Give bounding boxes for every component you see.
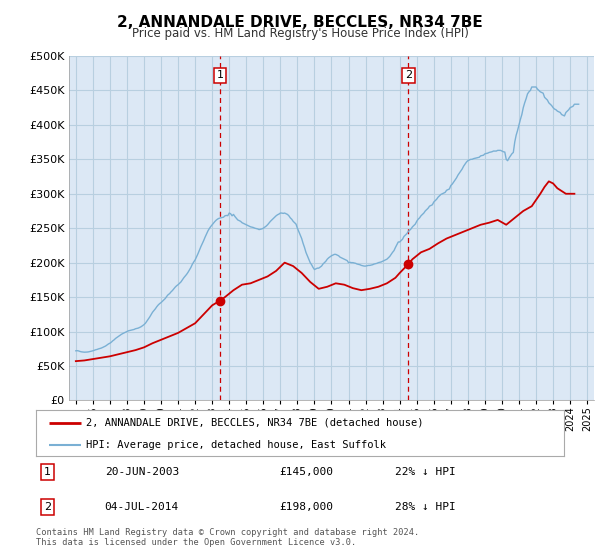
Text: £145,000: £145,000 — [279, 467, 333, 477]
Text: 22% ↓ HPI: 22% ↓ HPI — [395, 467, 456, 477]
Text: £198,000: £198,000 — [279, 502, 333, 512]
Text: HPI: Average price, detached house, East Suffolk: HPI: Average price, detached house, East… — [86, 440, 386, 450]
Text: 1: 1 — [217, 71, 224, 80]
Text: Price paid vs. HM Land Registry's House Price Index (HPI): Price paid vs. HM Land Registry's House … — [131, 27, 469, 40]
Text: 2: 2 — [44, 502, 51, 512]
Text: 2, ANNANDALE DRIVE, BECCLES, NR34 7BE: 2, ANNANDALE DRIVE, BECCLES, NR34 7BE — [117, 15, 483, 30]
Text: 20-JUN-2003: 20-JUN-2003 — [104, 467, 179, 477]
Text: 04-JUL-2014: 04-JUL-2014 — [104, 502, 179, 512]
Text: 2, ANNANDALE DRIVE, BECCLES, NR34 7BE (detached house): 2, ANNANDALE DRIVE, BECCLES, NR34 7BE (d… — [86, 418, 424, 428]
Text: 28% ↓ HPI: 28% ↓ HPI — [395, 502, 456, 512]
Text: Contains HM Land Registry data © Crown copyright and database right 2024.
This d: Contains HM Land Registry data © Crown c… — [36, 528, 419, 547]
Text: 2: 2 — [405, 71, 412, 80]
Text: 1: 1 — [44, 467, 51, 477]
